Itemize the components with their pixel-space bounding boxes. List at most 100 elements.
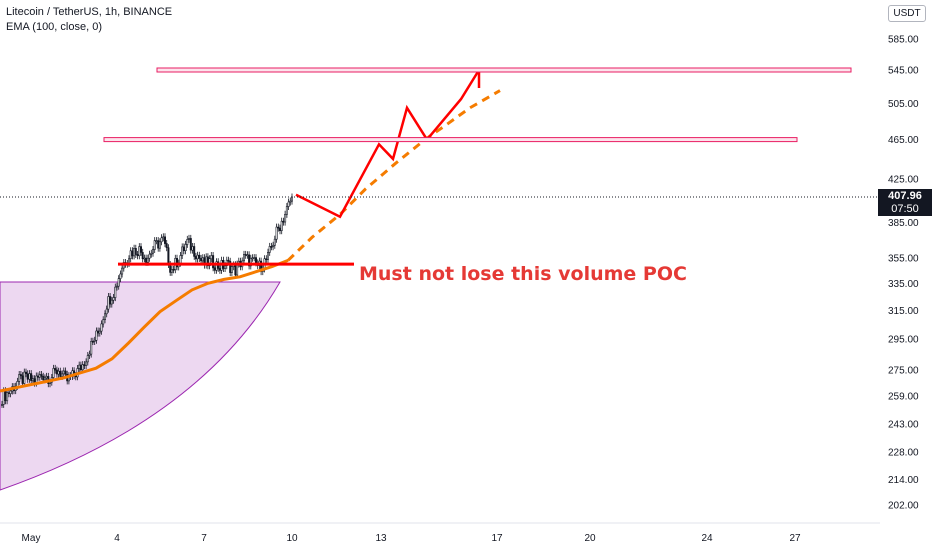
candle-body <box>107 296 110 310</box>
candle-body <box>282 220 285 223</box>
candle-body <box>198 254 201 259</box>
price-tick-label: 545.00 <box>888 66 919 77</box>
candle-body <box>200 258 203 262</box>
price-axis[interactable] <box>880 0 932 550</box>
resistance-zone-465[interactable] <box>103 137 798 143</box>
candle-body <box>59 370 62 377</box>
candle-body <box>104 313 107 320</box>
candle-body <box>196 254 199 260</box>
price-tick-label: 295.00 <box>888 335 919 346</box>
candle-body <box>9 390 12 395</box>
candle-body <box>170 269 173 273</box>
candle-body <box>48 381 51 385</box>
ema-projection <box>286 89 501 262</box>
candles <box>0 193 293 408</box>
candle-body <box>2 390 5 405</box>
candle-body <box>208 258 211 267</box>
candle-body <box>153 240 156 250</box>
candle-body <box>289 200 292 203</box>
candle-body <box>287 201 290 207</box>
candle-body <box>102 319 105 325</box>
resistance-zone-545[interactable] <box>156 67 852 73</box>
indicator-label[interactable]: EMA (100, close, 0) <box>6 21 102 33</box>
candle-body <box>110 299 113 305</box>
candle-body <box>54 368 57 371</box>
candle-body <box>112 297 115 301</box>
candle-body <box>117 278 120 287</box>
candle-body <box>273 238 276 246</box>
candle-body <box>249 257 252 267</box>
candle-body <box>40 374 43 377</box>
candle-body <box>191 246 194 251</box>
candle-body <box>218 268 221 271</box>
candle-body <box>7 392 10 395</box>
candle-body <box>158 241 161 249</box>
candle-body <box>133 248 136 257</box>
candle-body <box>270 246 273 248</box>
candle-body <box>146 257 149 263</box>
candle-body <box>119 273 122 279</box>
candle-body <box>88 353 91 356</box>
price-axis-ticks: 585.00 545.00 505.00 465.00 425.00 385.00 355.… <box>888 35 919 512</box>
candle-body <box>134 248 137 255</box>
time-tick-label: 13 <box>375 533 387 544</box>
candle-body <box>243 254 246 262</box>
candle-body <box>121 267 124 275</box>
candle-body <box>98 330 101 334</box>
time-axis-ticks: May 4 7 10 13 17 20 24 27 <box>22 533 801 544</box>
candle-body <box>189 238 192 251</box>
price-tick-label: 425.00 <box>888 175 919 186</box>
candle-body <box>290 196 293 202</box>
price-tick-label: 315.00 <box>888 306 919 317</box>
candle-body <box>83 364 86 366</box>
candle-body <box>162 236 165 239</box>
candle-body <box>265 258 268 261</box>
candle-body <box>131 250 134 257</box>
candle-body <box>164 236 167 244</box>
candle-body <box>188 238 191 240</box>
candle-body <box>62 370 65 375</box>
candle-body <box>116 285 119 288</box>
candle-body <box>253 257 256 259</box>
candle-body <box>86 355 89 363</box>
candle-body <box>61 373 64 377</box>
candle-body <box>285 206 288 215</box>
price-tick-label: 275.00 <box>888 365 919 376</box>
candle-body <box>24 371 27 375</box>
candle-body <box>160 237 163 243</box>
time-tick-label: 27 <box>789 533 801 544</box>
candle-body <box>212 255 215 269</box>
candle-body <box>157 240 160 249</box>
candle-body <box>19 374 22 377</box>
price-tick-label: 355.00 <box>888 253 919 264</box>
candle-body <box>193 246 196 257</box>
price-tick-label: 585.00 <box>888 35 919 46</box>
candle-body <box>266 252 269 260</box>
candle-body <box>23 371 26 384</box>
price-tick-label: 335.00 <box>888 279 919 290</box>
candle-body <box>184 244 187 251</box>
candle-body <box>97 330 100 334</box>
candle-body <box>43 377 46 381</box>
candle-body <box>186 239 189 245</box>
price-tick-label: 505.00 <box>888 99 919 110</box>
chart-legend: Litecoin / TetherUS, 1h, BINANCE EMA (10… <box>6 5 172 35</box>
candle-body <box>148 253 151 259</box>
candle-body <box>277 226 280 229</box>
price-tick-label: 465.00 <box>888 135 919 146</box>
time-tick-label: 7 <box>201 533 207 544</box>
candle-body <box>181 246 184 256</box>
price-tick-label: 228.00 <box>888 447 919 458</box>
candle-body <box>141 252 144 259</box>
currency-badge[interactable]: USDT <box>888 5 926 22</box>
price-tick-label: 214.00 <box>888 475 919 486</box>
candle-body <box>36 375 39 378</box>
candle-body <box>45 376 48 379</box>
price-tick-label: 259.00 <box>888 392 919 403</box>
symbol-title[interactable]: Litecoin / TetherUS, 1h, BINANCE <box>6 6 173 18</box>
candle-body <box>248 254 251 267</box>
candle-body <box>136 254 139 256</box>
candle-body <box>4 390 7 401</box>
candle-body <box>268 246 271 253</box>
